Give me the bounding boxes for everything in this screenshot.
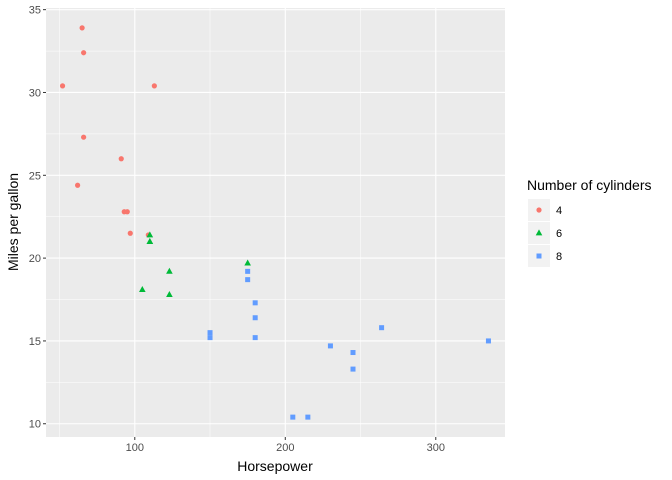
data-point-cyl-8 bbox=[327, 343, 333, 349]
legend-title: Number of cylinders bbox=[527, 177, 652, 193]
data-point-cyl-4 bbox=[127, 230, 133, 236]
data-point-cyl-8 bbox=[305, 414, 311, 420]
data-point-cyl-8 bbox=[379, 325, 385, 331]
y-tick-label: 35 bbox=[29, 5, 41, 17]
data-point-cyl-4 bbox=[151, 83, 157, 89]
data-point-cyl-4 bbox=[118, 156, 124, 162]
data-point-cyl-8 bbox=[252, 335, 258, 341]
data-point-cyl-8 bbox=[207, 330, 213, 336]
data-point-cyl-6 bbox=[166, 290, 173, 297]
y-tick-label: 25 bbox=[29, 170, 41, 182]
data-point-cyl-6 bbox=[139, 285, 146, 292]
y-tick-label: 15 bbox=[29, 336, 41, 348]
data-point-cyl-6 bbox=[146, 237, 154, 244]
data-point-cyl-8 bbox=[207, 335, 213, 341]
x-tick-label: 100 bbox=[126, 442, 144, 454]
data-point-cyl-8 bbox=[350, 366, 356, 372]
legend-label: 8 bbox=[556, 251, 562, 263]
x-axis-label: Horsepower bbox=[237, 458, 313, 474]
data-point-cyl-8 bbox=[252, 315, 258, 321]
data-point-cyl-8 bbox=[485, 338, 491, 344]
x-tick-label: 300 bbox=[427, 442, 445, 454]
legend-key-triangle bbox=[535, 229, 543, 236]
y-tick-label: 20 bbox=[29, 253, 41, 265]
data-point-cyl-8 bbox=[350, 350, 356, 356]
data-point-cyl-8 bbox=[290, 414, 296, 420]
data-point-cyl-6 bbox=[166, 267, 173, 274]
data-point-cyl-8 bbox=[245, 277, 251, 283]
data-point-cyl-4 bbox=[79, 25, 85, 31]
data-point-cyl-6 bbox=[244, 259, 251, 266]
data-point-cyl-8 bbox=[252, 300, 258, 306]
data-point-cyl-4 bbox=[59, 83, 66, 89]
legend-key-square bbox=[536, 253, 542, 259]
data-point-cyl-6 bbox=[146, 231, 154, 238]
y-tick-label: 30 bbox=[29, 87, 41, 99]
data-point-cyl-4 bbox=[81, 134, 87, 140]
plot-panel bbox=[46, 8, 505, 437]
y-tick-label: 10 bbox=[29, 419, 41, 431]
data-point-cyl-4 bbox=[124, 209, 130, 215]
data-point-cyl-4 bbox=[81, 50, 87, 56]
data-point-cyl-4 bbox=[75, 182, 81, 188]
data-point-cyl-8 bbox=[245, 268, 251, 274]
legend-key-circle bbox=[536, 207, 542, 213]
y-axis-label: Miles per gallon bbox=[5, 173, 21, 271]
x-tick-label: 200 bbox=[276, 442, 294, 454]
legend-label: 4 bbox=[556, 205, 562, 217]
legend: Number of cylinders 4 6 8 bbox=[527, 177, 652, 267]
legend-label: 6 bbox=[556, 228, 562, 240]
